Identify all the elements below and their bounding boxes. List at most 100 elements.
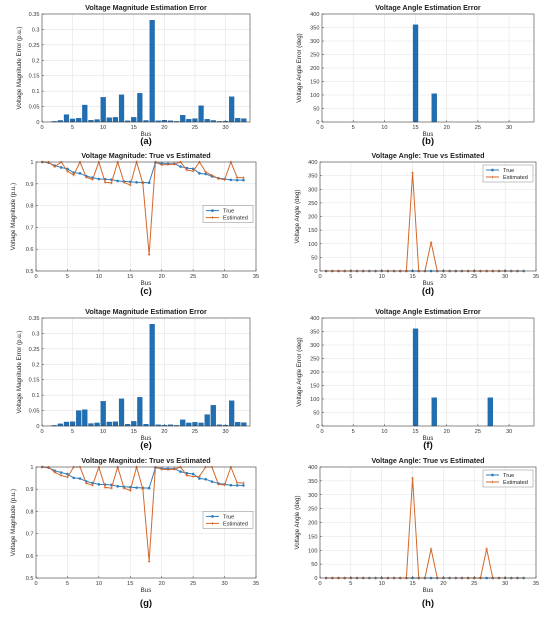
data-point-true xyxy=(179,165,182,168)
y-tick-label: 0.35 xyxy=(29,316,40,322)
y-tick-label: 0.7 xyxy=(26,532,34,538)
y-tick-label: 250 xyxy=(308,507,317,513)
x-tick-label: 30 xyxy=(221,581,227,587)
bar xyxy=(235,118,240,122)
y-tick-label: 250 xyxy=(308,201,317,207)
x-tick-label: 30 xyxy=(222,429,228,435)
x-tick-label: 5 xyxy=(349,581,352,587)
y-tick-label: 100 xyxy=(310,93,319,99)
panel-label: (g) xyxy=(140,598,152,609)
x-tick-label: 15 xyxy=(127,581,133,587)
bar xyxy=(199,106,204,122)
y-tick-label: 0.6 xyxy=(26,247,34,253)
bar xyxy=(229,401,234,426)
chart-title: Voltage Magnitude Estimation Error xyxy=(85,3,207,12)
bar xyxy=(180,420,185,426)
legend: TrueEstimated xyxy=(483,165,533,182)
x-tick-label: 20 xyxy=(444,125,450,131)
y-tick-label: 0.25 xyxy=(29,347,40,353)
y-tick-label: 300 xyxy=(308,493,317,499)
x-tick-label: 0 xyxy=(318,581,321,587)
bar xyxy=(58,424,63,426)
chart-panel-h: TrueEstimated0 5 10 15 20 25 30 350501001502002… xyxy=(294,456,539,609)
chart-panel-g: TrueEstimated0 5 10 15 20 25 30 350.50.60.70.80… xyxy=(10,456,259,609)
bar xyxy=(101,401,106,426)
x-tick-label: 30 xyxy=(221,274,227,280)
data-point-true xyxy=(148,487,151,490)
y-tick-label: 300 xyxy=(310,343,319,349)
data-point-true xyxy=(179,470,182,473)
panel-label: (a) xyxy=(140,136,152,147)
data-point-true xyxy=(79,477,82,480)
bar xyxy=(186,423,191,426)
y-tick-label: 300 xyxy=(308,187,317,193)
y-tick-label: 150 xyxy=(308,534,317,540)
y-tick-label: 200 xyxy=(310,370,319,376)
y-tick-label: 0.6 xyxy=(26,554,34,560)
panel-label: (c) xyxy=(140,286,152,297)
x-tick-label: 25 xyxy=(471,581,477,587)
x-tick-label: 35 xyxy=(253,274,259,280)
legend: TrueEstimated xyxy=(203,206,253,223)
x-tick-label: 10 xyxy=(379,274,385,280)
x-tick-label: 30 xyxy=(502,581,508,587)
legend-label: Estimated xyxy=(503,480,528,486)
y-tick-label: 0.15 xyxy=(29,74,40,80)
data-point-true xyxy=(236,179,239,182)
x-tick-label: 35 xyxy=(253,581,259,587)
data-point-true xyxy=(98,483,101,486)
y-tick-label: 400 xyxy=(308,160,317,166)
y-axis-label: Voltage Angle Error (deg) xyxy=(296,337,303,406)
y-tick-label: 0.8 xyxy=(26,509,34,515)
y-axis-label: Voltage Magnitude Error (p.u.) xyxy=(16,27,23,110)
x-tick-label: 10 xyxy=(100,429,106,435)
legend-label: True xyxy=(223,514,234,520)
bar xyxy=(113,117,118,122)
legend: TrueEstimated xyxy=(203,511,253,528)
bar xyxy=(211,405,216,426)
bar xyxy=(88,424,93,426)
x-tick-label: 0 xyxy=(40,125,43,131)
x-tick-label: 5 xyxy=(71,429,74,435)
x-tick-label: 20 xyxy=(444,429,450,435)
x-tick-label: 0 xyxy=(34,274,37,280)
y-tick-label: 400 xyxy=(308,465,317,471)
x-tick-label: 25 xyxy=(192,125,198,131)
y-tick-label: 0 xyxy=(314,269,317,275)
y-tick-label: 0 xyxy=(36,424,39,430)
y-tick-label: 0.05 xyxy=(29,409,40,415)
chart-title: Voltage Angle: True vs Estimated xyxy=(371,151,484,160)
bar xyxy=(488,398,493,426)
x-tick-label: 5 xyxy=(349,274,352,280)
y-tick-label: 50 xyxy=(311,562,317,568)
y-tick-label: 0.7 xyxy=(26,225,34,231)
x-tick-label: 5 xyxy=(71,125,74,131)
bar xyxy=(150,20,155,122)
y-tick-label: 50 xyxy=(311,255,317,261)
x-tick-label: 10 xyxy=(96,274,102,280)
x-tick-label: 15 xyxy=(409,581,415,587)
y-tick-label: 0.35 xyxy=(29,12,40,18)
x-tick-label: 10 xyxy=(100,125,106,131)
legend-label: True xyxy=(503,168,514,174)
x-tick-label: 30 xyxy=(506,125,512,131)
bar xyxy=(95,423,100,426)
x-tick-label: 0 xyxy=(40,429,43,435)
bar xyxy=(137,397,142,426)
data-point-true xyxy=(60,471,63,474)
bar xyxy=(82,105,87,122)
y-tick-label: 150 xyxy=(308,228,317,234)
y-axis-label: Voltage Angle (deg) xyxy=(294,189,301,243)
data-point-true xyxy=(236,484,239,487)
x-tick-label: 25 xyxy=(190,274,196,280)
y-tick-label: 0.5 xyxy=(26,269,34,275)
x-tick-label: 15 xyxy=(412,429,418,435)
chart-title: Voltage Magnitude: True vs Estimated xyxy=(81,456,210,465)
y-tick-label: 0.05 xyxy=(29,105,40,111)
bar xyxy=(76,118,81,122)
legend-label: Estimated xyxy=(223,521,248,527)
y-axis-label: Voltage Angle (deg) xyxy=(294,495,301,549)
x-tick-label: 0 xyxy=(320,429,323,435)
x-tick-label: 30 xyxy=(502,274,508,280)
